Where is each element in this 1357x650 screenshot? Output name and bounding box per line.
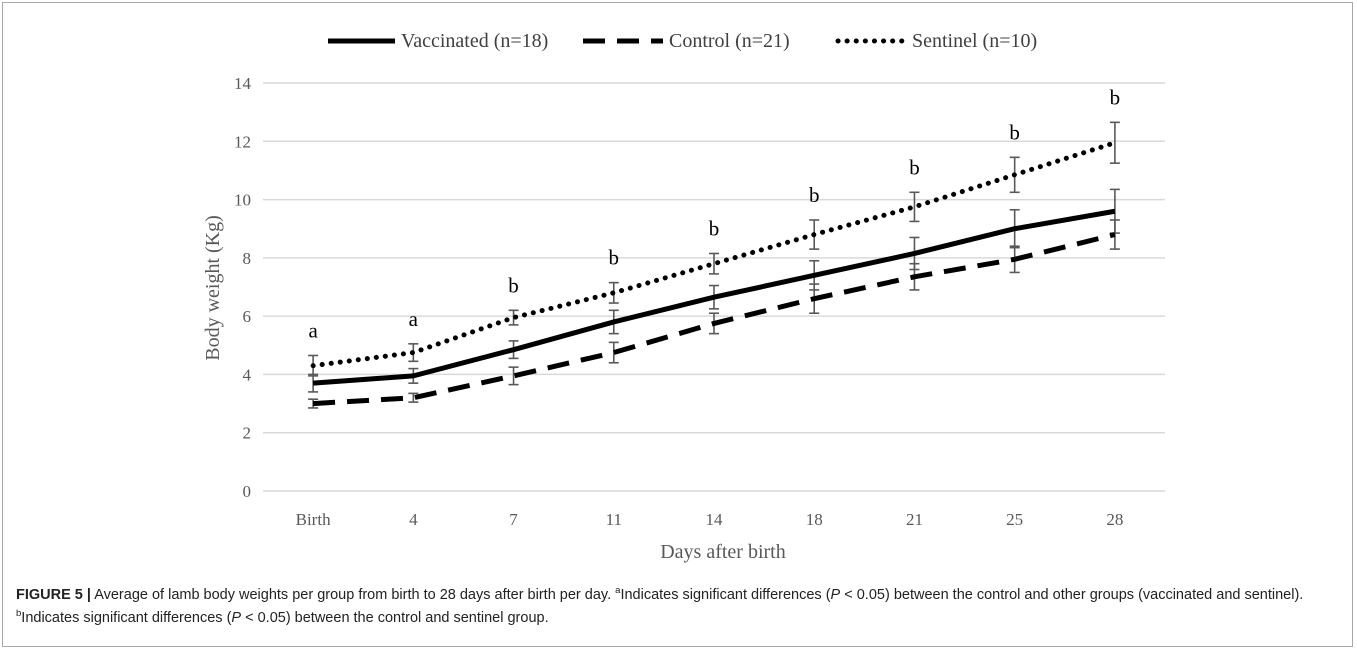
error-bars (308, 121, 1120, 409)
legend-item-solid: Vaccinated (n=18) (328, 30, 548, 52)
y-tick-label-0: 0 (243, 482, 252, 501)
y-tick-label-2: 2 (243, 424, 252, 443)
significance-annotations: a a b b b b b b b (308, 85, 1120, 342)
annotation-7: b (1009, 120, 1020, 144)
y-tick-label-8: 8 (243, 249, 252, 268)
series-lines (310, 140, 1118, 407)
series-line-solid (312, 208, 1116, 386)
annotation-6: b (909, 155, 920, 179)
y-tick-label-14: 14 (234, 74, 252, 93)
x-tick-label-4: 14 (706, 510, 724, 529)
y-tick-label-10: 10 (234, 191, 251, 210)
annotation-1: a (409, 307, 419, 331)
series-line-dotted (310, 140, 1118, 369)
superscript-b: b (16, 608, 22, 620)
annotation-0: a (308, 318, 318, 342)
x-tick-label-0: Birth (296, 510, 331, 529)
error-bar-s1-p1 (408, 392, 419, 403)
y-tick-label-12: 12 (234, 132, 251, 151)
annotation-8: b (1110, 85, 1121, 109)
y-axis-label: Body weight (Kg) (202, 215, 224, 361)
figure-label: FIGURE 5 | (16, 587, 91, 603)
legend: Vaccinated (n=18) Control (n=21) Sentinel … (328, 30, 1037, 52)
legend-label-solid: Vaccinated (n=18) (401, 30, 548, 52)
series-line-dashed (312, 232, 1116, 407)
error-bar-s1-p2 (508, 366, 519, 386)
x-axis-label: Days after birth (660, 541, 786, 563)
x-tick-label-3: 11 (606, 510, 622, 529)
annotation-3: b (609, 246, 620, 270)
error-bar-s1-p3 (608, 341, 619, 364)
error-bar-s2-p4 (709, 252, 719, 275)
legend-label-dashed: Control (n=21) (669, 30, 790, 52)
y-tick-label-6: 6 (243, 307, 252, 326)
legend-item-dashed: Control (n=21) (583, 30, 790, 52)
error-bar-s2-p8 (1109, 121, 1120, 164)
y-tick-labels: 0 2 4 6 8 10 12 14 (234, 74, 252, 501)
x-tick-label-2: 7 (509, 510, 518, 529)
line-chart: 0 2 4 6 8 10 12 14 Birth 4 7 11 14 18 21 25 28 a a b b b b b b… (202, 30, 1165, 563)
x-tick-label-1: 4 (409, 510, 418, 529)
annotation-4: b (709, 216, 720, 240)
figure-caption: FIGURE 5 | Average of lamb body weights … (16, 585, 1304, 626)
annotation-2: b (508, 273, 519, 297)
legend-label-dotted: Sentinel (n=10) (912, 30, 1037, 52)
superscript-a: a (615, 585, 621, 597)
x-tick-labels: Birth 4 7 11 14 18 21 25 28 (296, 510, 1124, 529)
x-tick-label-8: 28 (1106, 510, 1123, 529)
x-tick-label-7: 25 (1006, 510, 1023, 529)
legend-item-dotted: Sentinel (n=10) (835, 30, 1037, 52)
x-tick-label-5: 18 (806, 510, 823, 529)
x-tick-label-6: 21 (906, 510, 923, 529)
annotation-5: b (809, 183, 820, 207)
error-bar-s2-p6 (909, 191, 920, 223)
y-tick-label-4: 4 (243, 365, 252, 384)
